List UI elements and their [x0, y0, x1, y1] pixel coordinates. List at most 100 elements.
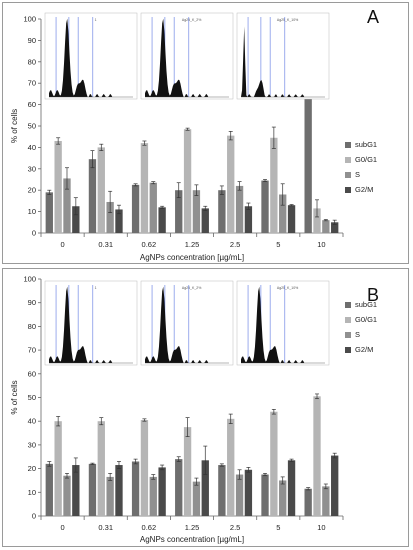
inset-label: Ag25_K_2%	[182, 18, 201, 22]
bar-g2-m	[72, 206, 80, 233]
histogram-inset: 1	[44, 12, 138, 100]
bar-s	[279, 194, 287, 233]
legend-swatch	[345, 186, 351, 193]
bar-g2-m	[158, 467, 166, 516]
y-tick-label: 30	[28, 440, 36, 449]
y-tick-label: 20	[28, 464, 36, 473]
bar-g0-g1	[183, 427, 192, 516]
histogram-inset: Ag25_K_2%	[140, 280, 234, 366]
x-tick-label: 0.31	[98, 240, 113, 249]
histogram-shape	[49, 286, 114, 363]
bar-g0-g1	[270, 137, 278, 233]
bar-s	[63, 475, 71, 516]
bar-g2-m	[201, 208, 209, 233]
inset-label: 1	[95, 286, 97, 290]
y-tick-label: 80	[28, 322, 36, 331]
bar-g2-m	[115, 209, 123, 233]
chart-b-svg: 0 10 20 30 40 50 60 70 80 90 100 % of cells 0 0.31 0.6…	[10, 275, 344, 544]
bar-g0-g1	[54, 140, 62, 233]
x-axis-label: AgNPs concentration [µg/mL]	[140, 253, 244, 262]
bar-g2-m	[115, 465, 123, 516]
legend-item: G0/G1	[345, 152, 377, 167]
x-tick-label: 10	[317, 523, 325, 532]
legend-a: subG1 G0/G1 S G2/M	[345, 137, 377, 197]
bar-g0-g1	[97, 147, 105, 233]
bar-s	[106, 476, 114, 516]
bar-g2-m	[72, 465, 80, 516]
bar-subg1	[45, 192, 53, 233]
legend-swatch	[345, 171, 351, 178]
x-tick-label: 5	[276, 523, 280, 532]
legend-b: subG1 G0/G1 S G2/M	[345, 297, 377, 357]
legend-swatch	[345, 141, 351, 148]
legend-item: subG1	[345, 137, 377, 152]
chart-a-svg: 0 10 20 30 40 50 60 70 80 90 100 % of cells 0 0.31 0.6…	[10, 12, 344, 262]
bar-g2-m	[244, 206, 253, 233]
bar-g0-g1	[227, 135, 235, 233]
inset-frame	[140, 12, 234, 100]
inset-frame	[44, 12, 138, 100]
y-tick-label: 40	[28, 417, 36, 426]
bar-g0-g1	[54, 421, 62, 516]
y-tick-label: 0	[32, 229, 36, 238]
y-tick-label: 60	[28, 100, 36, 109]
legend-swatch	[345, 301, 351, 308]
legend-item: S	[345, 327, 377, 342]
bar-subg1	[175, 190, 183, 233]
bar-g2-m	[331, 222, 339, 233]
y-tick-label: 100	[23, 15, 36, 24]
bar-subg1	[131, 184, 140, 233]
bar-subg1	[175, 459, 183, 516]
x-tick-label: 2.5	[230, 523, 240, 532]
y-tick-label: 50	[28, 122, 36, 131]
bar-g0-g1	[270, 411, 278, 516]
legend-label: G0/G1	[355, 315, 378, 324]
bar-s	[322, 220, 330, 233]
legend-swatch	[345, 331, 351, 338]
histogram-shape	[49, 18, 114, 98]
legend-item: G2/M	[345, 342, 377, 357]
y-tick-label: 60	[28, 369, 36, 378]
bar-s	[63, 178, 71, 233]
legend-label: S	[355, 330, 361, 339]
bar-subg1	[218, 190, 226, 233]
bar-s	[235, 185, 244, 233]
bar-subg1	[261, 180, 269, 233]
y-axis-label: % of cells	[10, 109, 19, 143]
bar-subg1	[261, 474, 269, 516]
legend-label: subG1	[355, 300, 378, 309]
inset-label: 1	[95, 18, 97, 22]
y-tick-label: 90	[28, 36, 36, 45]
bar-g2-m	[331, 455, 339, 516]
panel-b: B 0 10 20 30 40 50 60 70 80 90 100% of cells 0 0.31 0…	[2, 268, 409, 547]
inset-label: Ag25_K_10%	[277, 18, 298, 22]
y-tick-label: 0	[32, 512, 36, 521]
bar-subg1	[218, 465, 226, 516]
bar-g2-m	[244, 469, 253, 516]
y-tick-label: 70	[28, 346, 36, 355]
inset-label: Ag25_K_2%	[182, 286, 201, 290]
y-tick-label: 80	[28, 57, 36, 66]
x-tick-label: 5	[276, 240, 280, 249]
bar-g0-g1	[313, 208, 321, 233]
x-tick-label: 1.25	[185, 523, 200, 532]
bar-g2-m	[158, 207, 166, 233]
legend-label: G2/M	[355, 345, 374, 354]
y-tick-label: 40	[28, 143, 36, 152]
x-tick-label: 0	[60, 240, 64, 249]
bar-s	[192, 190, 201, 233]
legend-swatch	[345, 156, 351, 163]
bar-s	[235, 474, 244, 516]
y-tick-label: 20	[28, 186, 36, 195]
inset-label: Ag25_K_10%	[277, 286, 298, 290]
histogram-shape	[145, 18, 210, 98]
legend-label: G2/M	[355, 185, 374, 194]
bar-g2-m	[287, 205, 296, 233]
x-tick-label: 10	[317, 240, 325, 249]
x-tick-label: 1.25	[185, 240, 200, 249]
bar-subg1	[304, 67, 312, 234]
legend-item: G0/G1	[345, 312, 377, 327]
legend-item: G2/M	[345, 182, 377, 197]
inset-frame	[44, 280, 138, 366]
bar-g0-g1	[140, 420, 149, 516]
